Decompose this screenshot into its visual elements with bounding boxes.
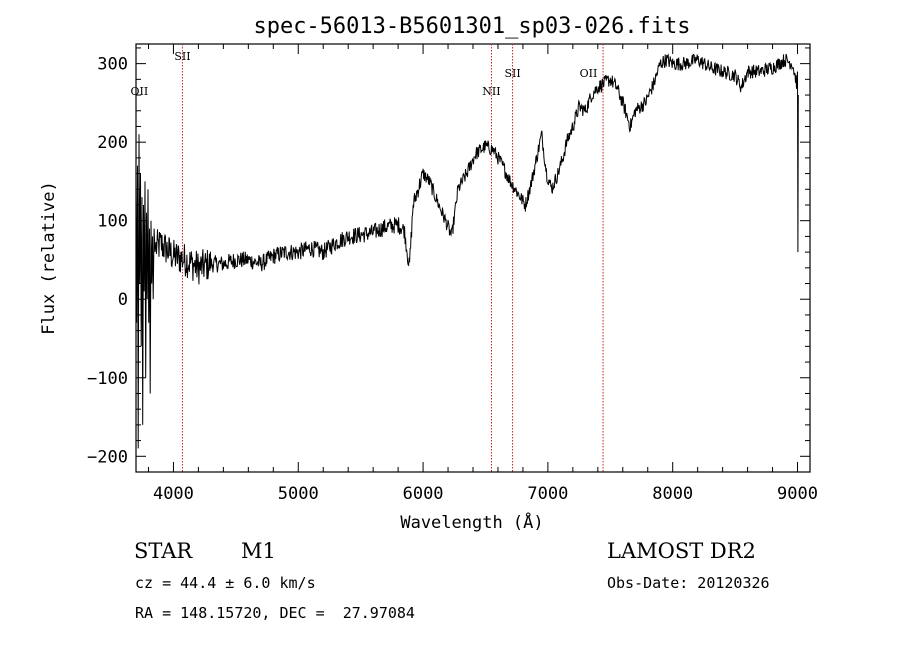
y-tick-label: −200: [87, 447, 128, 467]
y-axis-label: Flux (relative): [39, 181, 59, 335]
survey-name: LAMOST DR2: [607, 539, 756, 563]
y-tick-label: 100: [97, 212, 128, 232]
chart-title: spec-56013-B5601301_sp03-026.fits: [253, 14, 690, 39]
x-tick-label: 7000: [527, 484, 568, 504]
x-tick-label: 5000: [278, 484, 319, 504]
plot-frame: [135, 43, 811, 473]
redshift-info: cz = 44.4 ± 6.0 km/s: [135, 574, 316, 592]
emission-line-label: SII: [504, 67, 520, 80]
emission-line-label: OII: [580, 67, 598, 80]
y-tick-label: 300: [97, 55, 128, 75]
x-tick-label: 8000: [652, 484, 693, 504]
emission-line-label: SII: [174, 50, 190, 63]
coordinates-info: RA = 148.15720, DEC = 27.97084: [135, 604, 415, 622]
axis-ticks: [136, 44, 810, 472]
axis-tick-labels: 4000 5000 6000 7000 8000 9000 −200 −100 0 100 200 3…: [87, 55, 818, 504]
emission-line-labels: OII SII NII SII OII: [131, 50, 598, 98]
x-axis-label: Wavelength (Å): [400, 511, 543, 533]
y-tick-label: −100: [87, 369, 128, 389]
x-tick-label: 9000: [777, 484, 818, 504]
emission-line-label: OII: [131, 85, 149, 98]
y-tick-label: 200: [97, 133, 128, 153]
observation-date: Obs-Date: 20120326: [607, 574, 770, 592]
spectrum-line: [135, 53, 799, 449]
y-tick-label: 0: [118, 290, 128, 310]
emission-line-label: NII: [482, 85, 500, 98]
x-tick-label: 4000: [153, 484, 194, 504]
object-class: STAR: [134, 539, 193, 563]
x-tick-label: 6000: [403, 484, 444, 504]
object-subclass: M1: [241, 539, 276, 563]
